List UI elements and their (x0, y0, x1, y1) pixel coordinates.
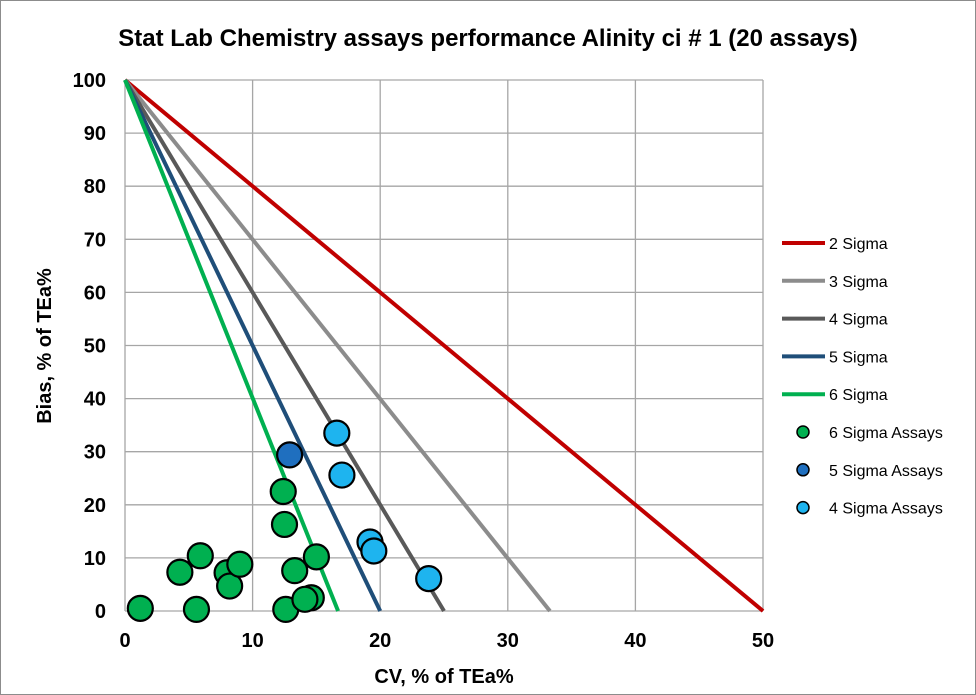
x-tick-label: 20 (369, 630, 391, 652)
4-sigma-assays-point (360, 537, 388, 565)
6-sigma-assays-point (126, 594, 154, 622)
legend-5-sigma-label: 5 Sigma (829, 349, 888, 366)
legend-4-sigma-assays-marker (796, 500, 810, 515)
6-sigma-assays-point (182, 595, 211, 624)
y-tick-label: 40 (84, 389, 106, 411)
y-tick-label: 50 (84, 336, 106, 358)
y-tick-label: 70 (84, 229, 106, 251)
y-tick-label: 20 (84, 495, 106, 517)
x-tick-label: 30 (497, 630, 519, 652)
6-sigma-assays-point (186, 542, 214, 570)
y-tick-label: 30 (84, 442, 106, 464)
sigma-lines (123, 78, 765, 613)
4-sigma-assays-point (323, 419, 351, 447)
6-sigma-assays-point (291, 585, 319, 613)
6-sigma-assays-point (281, 557, 309, 585)
tick-labels: 0 10 20 30 40 50 0 10 20 30 40 50 60 70 80 90 100 (73, 70, 775, 652)
6-sigma-assays-point (226, 550, 254, 578)
6-sigma-assays-point (302, 543, 330, 571)
x-axis-title: CV, % of TEa% (374, 666, 514, 688)
legend-6-sigma-assays-marker (796, 425, 810, 439)
y-tick-label: 80 (84, 176, 106, 198)
assay-points (126, 419, 443, 624)
legend-3-sigma-label: 3 Sigma (829, 274, 888, 291)
6-sigma-assays-point (270, 510, 299, 539)
chart-title: Stat Lab Chemistry assays performance Al… (118, 25, 857, 52)
legend-6-sigma-label: 6 Sigma (829, 387, 888, 404)
6-sigma-assays-point (216, 572, 244, 600)
6-sigma-assays-point (166, 558, 194, 586)
4-sigma-assays-point (415, 565, 443, 593)
x-tick-label: 10 (241, 630, 263, 652)
x-tick-label: 0 (119, 630, 130, 652)
legend-5-sigma-assays-label: 5 Sigma Assays (829, 463, 943, 480)
5-sigma-assays-point (276, 441, 304, 469)
5-sigma-line (123, 79, 383, 612)
x-tick-label: 40 (624, 630, 646, 652)
y-tick-label: 10 (84, 548, 106, 570)
3-sigma-line (123, 78, 552, 613)
6-sigma-assays-point (269, 477, 297, 506)
legend-4-sigma-assays-label: 4 Sigma Assays (829, 501, 943, 518)
legend-5-sigma-assays-marker (796, 463, 810, 477)
6-sigma-line (123, 79, 340, 612)
y-tick-label: 60 (84, 282, 106, 304)
4-sigma-assays-point (328, 461, 356, 489)
y-axis-title: Bias, % of TEa% (34, 268, 56, 424)
x-tick-label: 50 (752, 630, 774, 652)
y-tick-label: 100 (73, 70, 106, 92)
legend-2-sigma-label: 2 Sigma (829, 236, 888, 253)
4-sigma-line (123, 78, 446, 613)
legend-4-sigma-label: 4 Sigma (829, 312, 888, 329)
y-tick-label: 0 (95, 601, 106, 623)
y-tick-label: 90 (84, 123, 106, 145)
legend: 2 Sigma 3 Sigma 4 Sigma 5 Sigma 6 Sigma 6 Sig… (782, 236, 943, 518)
2-sigma-line (123, 78, 765, 613)
legend-6-sigma-assays-label: 6 Sigma Assays (829, 425, 943, 442)
